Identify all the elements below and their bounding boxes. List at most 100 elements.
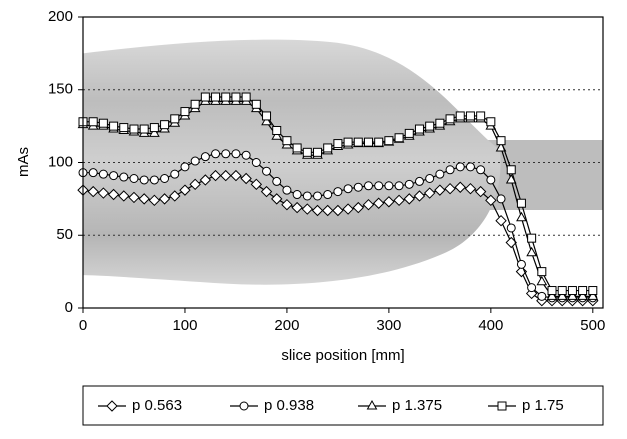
marker-square	[497, 401, 507, 411]
marker-circle	[251, 158, 261, 167]
marker-square	[221, 92, 231, 102]
marker-diamond	[230, 169, 242, 182]
marker-circle	[221, 149, 231, 159]
marker-circle	[262, 166, 272, 176]
y-tick-label: 100	[48, 153, 73, 170]
marker-circle	[333, 187, 343, 197]
marker-circle	[282, 185, 292, 195]
marker-square	[88, 117, 98, 127]
marker-diamond	[97, 187, 110, 199]
marker-circle	[384, 181, 394, 191]
marker-diamond	[332, 204, 344, 217]
marker-circle	[231, 149, 241, 159]
marker-circle	[241, 150, 251, 160]
marker-square	[374, 137, 384, 147]
grid	[83, 89, 603, 236]
x-axis-label: slice position [mm]	[281, 347, 404, 364]
marker-square	[363, 137, 373, 147]
marker-diamond	[474, 185, 487, 198]
marker-diamond	[352, 201, 365, 214]
marker-diamond	[209, 169, 222, 182]
marker-square	[557, 286, 567, 296]
marker-circle	[374, 181, 384, 191]
marker-diamond	[372, 197, 385, 209]
marker-diamond	[362, 198, 375, 211]
marker-diamond	[393, 194, 405, 207]
marker-triangle	[567, 290, 578, 300]
marker-diamond	[423, 187, 436, 199]
marker-circle	[200, 152, 210, 162]
marker-square	[119, 123, 129, 133]
marker-square	[323, 143, 333, 153]
legend-label: p 1.375	[392, 397, 442, 414]
marker-square	[455, 111, 465, 121]
marker-diamond	[444, 182, 456, 195]
series-layer	[77, 92, 599, 307]
marker-square	[231, 92, 241, 102]
marker-square	[302, 147, 312, 157]
marker-circle	[239, 401, 249, 411]
marker-square	[272, 125, 282, 135]
marker-square	[404, 128, 414, 138]
marker-circle	[465, 162, 475, 172]
marker-square	[251, 99, 261, 109]
marker-diamond	[454, 181, 466, 193]
x-tick-label: 500	[580, 317, 605, 334]
marker-square	[241, 92, 251, 102]
marker-square	[160, 120, 170, 130]
marker-circle	[313, 191, 323, 201]
marker-triangle	[556, 290, 568, 300]
x-tick-label: 200	[274, 317, 299, 334]
marker-circle	[404, 179, 414, 189]
y-tick-label: 150	[48, 81, 73, 98]
marker-circle	[353, 182, 363, 192]
marker-diamond	[158, 193, 171, 205]
y-tick-label: 200	[48, 8, 73, 25]
marker-circle	[211, 149, 221, 159]
y-axis-label: mAs	[15, 147, 32, 177]
marker-triangle	[536, 275, 548, 286]
marker-square	[282, 136, 292, 146]
marker-circle	[323, 190, 333, 200]
marker-diamond	[301, 203, 314, 215]
legend-box	[82, 385, 604, 426]
marker-circle	[302, 191, 312, 201]
marker-circle	[394, 181, 404, 191]
marker-circle	[486, 175, 496, 185]
marker-circle	[160, 174, 170, 184]
marker-diamond	[281, 198, 293, 211]
marker-triangle	[526, 246, 537, 257]
marker-circle	[516, 259, 526, 269]
marker-square	[527, 233, 537, 243]
marker-diamond	[179, 184, 191, 196]
marker-square	[496, 136, 506, 146]
marker-triangle	[546, 290, 558, 300]
marker-circle	[190, 156, 200, 166]
marker-diamond	[383, 196, 395, 208]
marker-diamond	[342, 203, 354, 215]
y-tick-label: 0	[65, 299, 73, 316]
marker-circle	[414, 176, 424, 186]
marker-diamond	[321, 204, 334, 217]
marker-circle	[292, 190, 302, 200]
marker-square	[537, 267, 547, 277]
marker-square	[353, 137, 363, 147]
marker-circle	[363, 181, 373, 191]
marker-square	[384, 136, 394, 146]
marker-diamond	[250, 178, 263, 191]
marker-diamond	[199, 174, 212, 186]
marker-square	[588, 286, 598, 296]
marker-triangle	[366, 399, 378, 410]
marker-circle	[445, 165, 455, 175]
marker-square	[506, 165, 516, 175]
legend-label: p 0.938	[264, 397, 314, 414]
marker-square	[435, 118, 445, 128]
x-tick-label: 100	[172, 317, 197, 334]
marker-square	[333, 139, 343, 149]
marker-circle	[170, 169, 180, 179]
marker-square	[180, 107, 190, 117]
marker-circle	[476, 165, 486, 175]
marker-square	[476, 111, 486, 121]
